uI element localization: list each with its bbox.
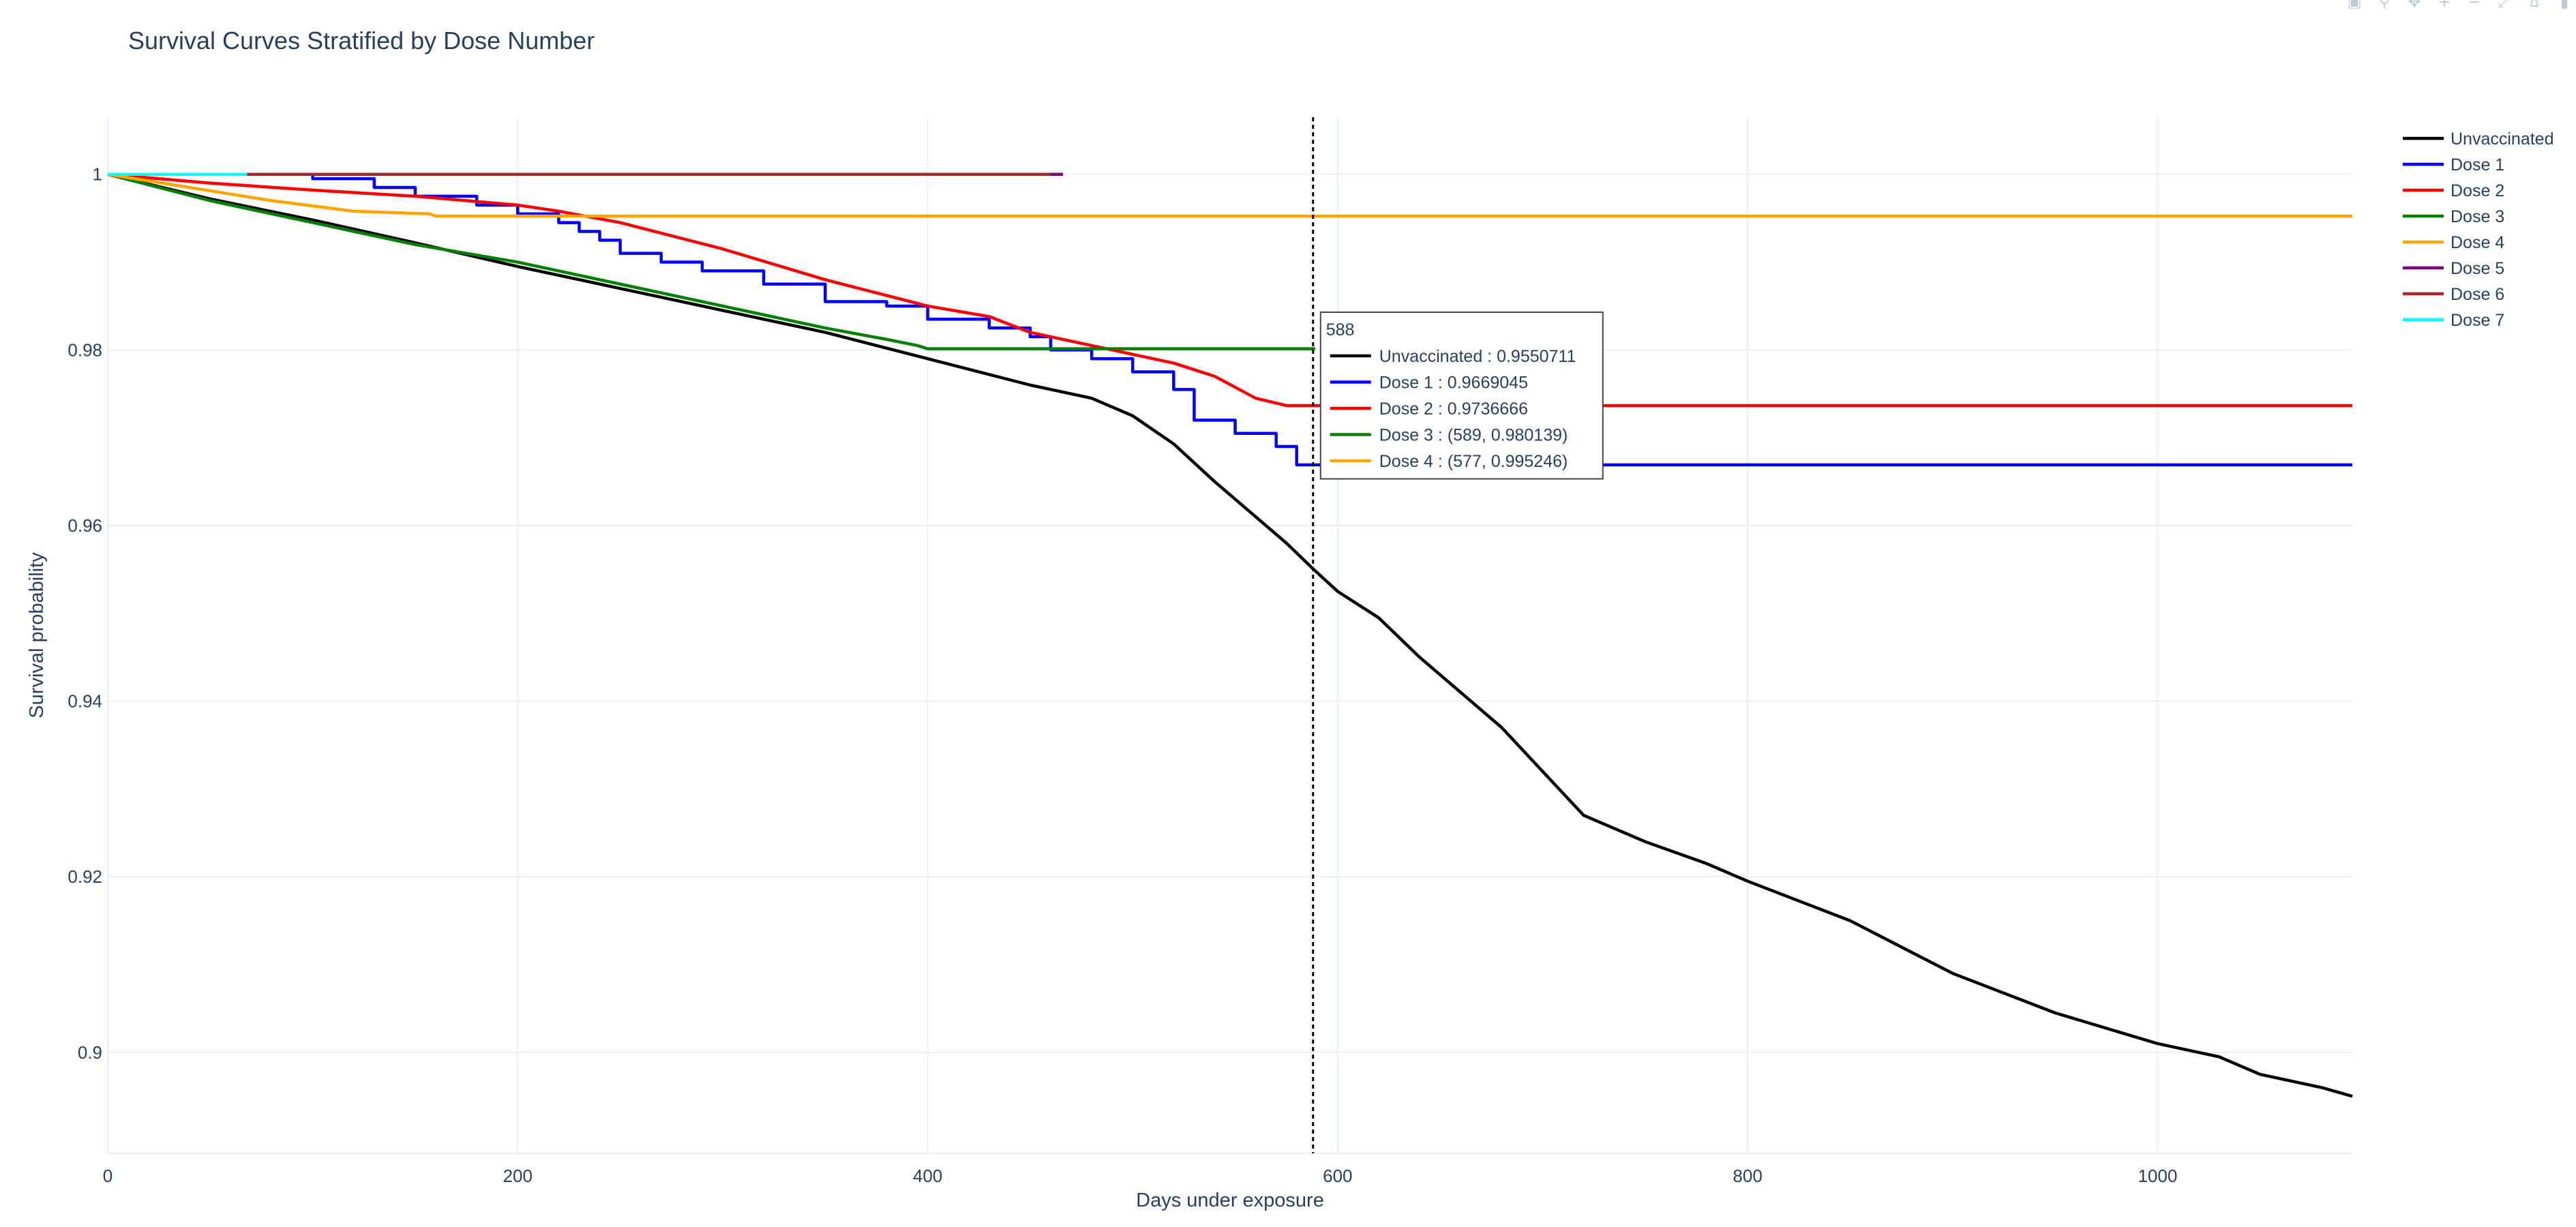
camera-icon[interactable]: ▣ [2347, 0, 2362, 11]
series-line-dose-3[interactable] [107, 172, 1315, 350]
series-line-unvaccinated[interactable] [107, 172, 2353, 1098]
modebar: ▣ ⚲ ✥ + − ⤢ ⌂ ▮ [2346, 0, 2573, 11]
home-icon[interactable]: ⌂ [2530, 0, 2539, 11]
autoscale-icon[interactable]: ⤢ [2498, 0, 2511, 11]
series-line-dose-1[interactable] [108, 172, 2352, 467]
y-tick-label: 1 [93, 164, 102, 185]
x-tick-label: 0 [103, 1166, 113, 1186]
legend-item-dose-3[interactable]: Dose 3 [2451, 207, 2504, 226]
x-tick-label: 200 [503, 1166, 533, 1186]
legend-item-unvaccinated[interactable]: Unvaccinated [2451, 130, 2553, 149]
axes: 0 200 400 600 800 1000 0.9 0.92 0.94 0.96 0.98 1 [68, 117, 2352, 1186]
y-tick-label: 0.94 [68, 691, 102, 712]
legend[interactable]: Unvaccinated Dose 1 Dose 2 Dose 3 Dose 4 Dose… [2403, 130, 2553, 330]
x-tick-label: 1000 [2138, 1166, 2177, 1186]
legend-item-dose-1[interactable]: Dose 1 [2451, 155, 2504, 175]
legend-item-dose-5[interactable]: Dose 5 [2451, 259, 2504, 278]
chart-title: Survival Curves Stratified by Dose Numbe… [128, 27, 595, 55]
legend-item-dose-6[interactable]: Dose 6 [2451, 285, 2504, 304]
y-axis-title: Survival probability [26, 552, 48, 718]
series-line-dose-4[interactable] [107, 172, 2352, 218]
legend-item-dose-2[interactable]: Dose 2 [2451, 181, 2504, 200]
pan-icon[interactable]: ✥ [2408, 0, 2421, 11]
hover-entry: Dose 3 : (589, 0.980139) [1379, 426, 1568, 445]
x-tick-label: 400 [913, 1166, 942, 1186]
plot-area[interactable] [107, 172, 2353, 1098]
x-tick-label: 600 [1323, 1166, 1352, 1186]
zoom-in-icon[interactable]: + [2438, 0, 2451, 11]
y-tick-label: 0.96 [68, 515, 102, 536]
plotly-logo-icon[interactable]: ▮ [2560, 0, 2569, 11]
y-tick-label: 0.92 [68, 866, 102, 887]
y-tick-label: 0.9 [78, 1042, 102, 1063]
legend-item-dose-7[interactable]: Dose 7 [2451, 311, 2504, 330]
hover-entry: Dose 1 : 0.9669045 [1379, 374, 1528, 393]
legend-item-dose-4[interactable]: Dose 4 [2451, 233, 2504, 252]
zoom-out-icon[interactable]: − [2468, 0, 2481, 11]
hover-entry: Dose 2 : 0.9736666 [1379, 399, 1528, 419]
hover-tooltip [1319, 312, 1604, 480]
x-tick-label: 800 [1733, 1166, 1762, 1186]
hover-entry: Unvaccinated : 0.9550711 [1379, 347, 1576, 366]
hover-layer: 588 Unvaccinated : 0.9550711 Dose 1 : 0.96… [1312, 117, 1604, 1153]
hover-header: 588 [1326, 320, 1355, 339]
hover-entry: Dose 4 : (577, 0.995246) [1379, 452, 1568, 471]
y-tick-label: 0.98 [68, 339, 102, 360]
x-axis-title: Days under exposure [1136, 1190, 1324, 1211]
series-line-dose-2[interactable] [107, 172, 2352, 408]
zoom-icon[interactable]: ⚲ [2378, 0, 2391, 11]
